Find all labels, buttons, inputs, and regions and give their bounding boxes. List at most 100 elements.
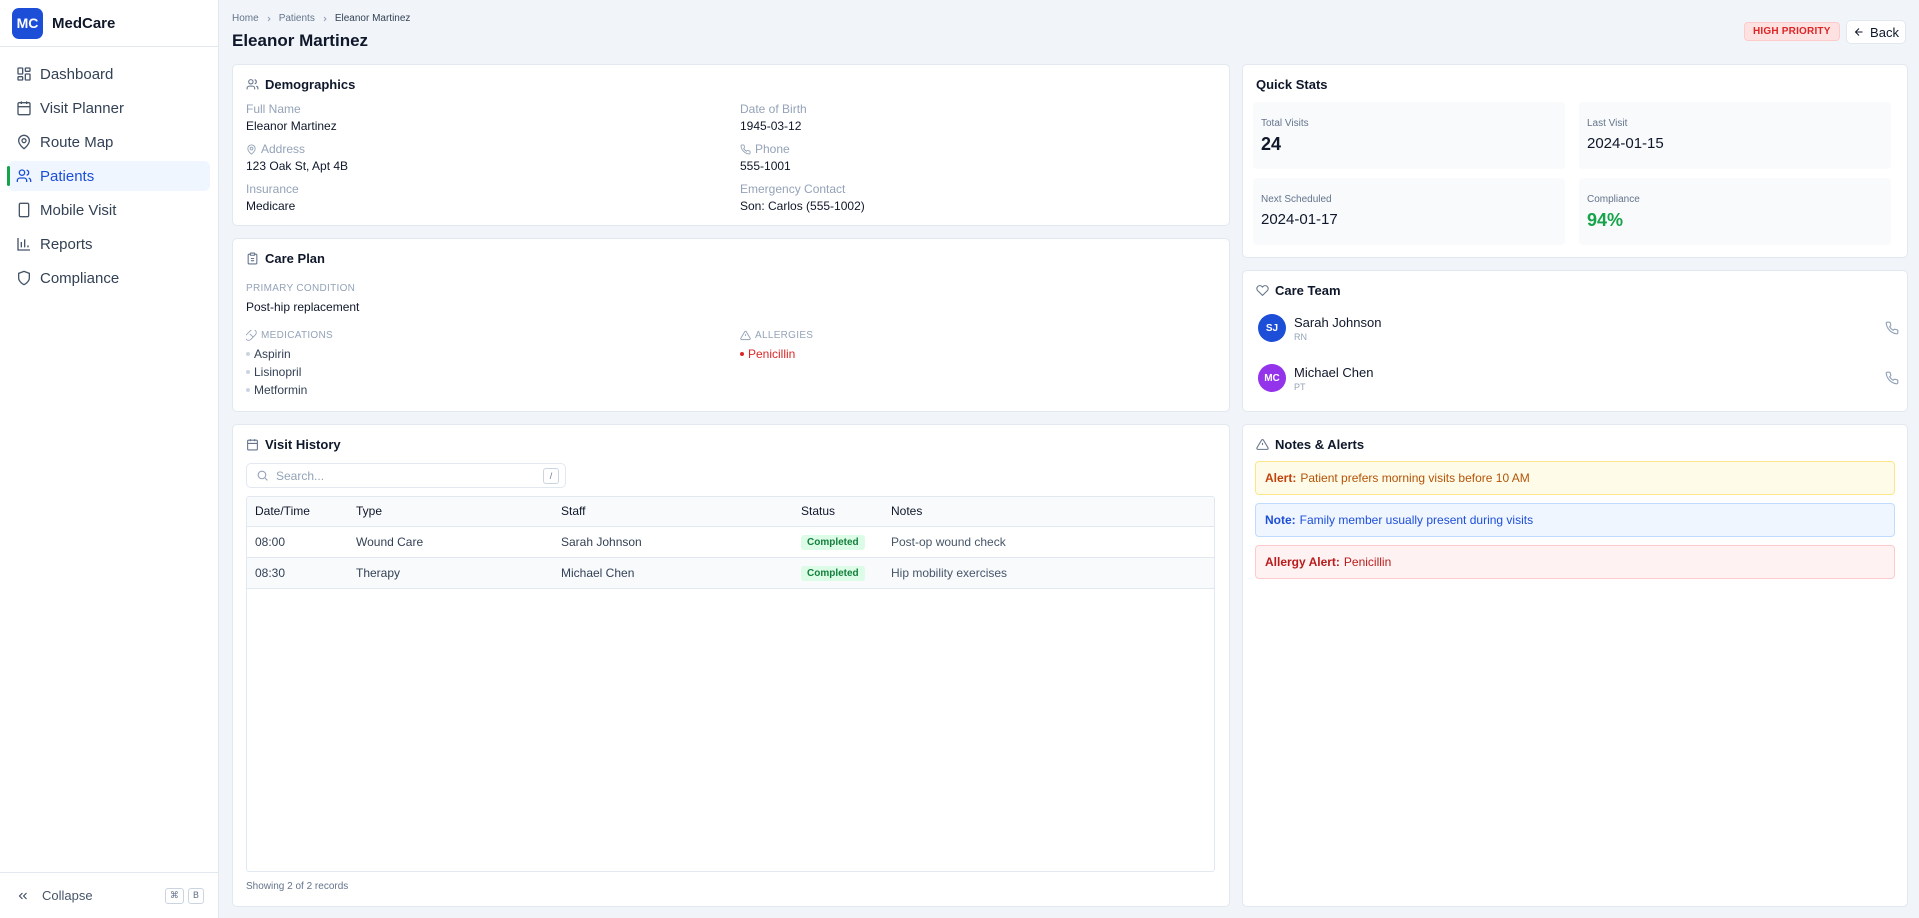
cell-notes: Hip mobility exercises [883, 557, 1214, 589]
phone-field: Phone 555-1001 [740, 142, 791, 173]
sidebar-item-patients[interactable]: Patients [7, 161, 210, 191]
primary-condition-label: PRIMARY CONDITION [246, 283, 356, 294]
care-plan-card: Care Plan PRIMARY CONDITION Post-hip rep… [232, 238, 1230, 412]
column-header[interactable]: Notes [883, 497, 1214, 527]
medications-label-text: MEDICATIONS [261, 330, 334, 341]
field-value: Medicare [246, 199, 296, 213]
chevrons-left-icon [18, 892, 27, 899]
column-header[interactable]: Date/Time [247, 497, 348, 527]
collapse-button[interactable]: Collapse ⌘ B [0, 872, 219, 918]
sidebar: MC MedCare Dashboard Visit Planner Route… [0, 0, 219, 918]
stat-next-scheduled: Next Scheduled 2024-01-17 [1253, 178, 1565, 245]
visit-history-title: Visit History [246, 437, 341, 452]
list-item: Aspirin [246, 345, 333, 363]
bullet-dot [740, 352, 744, 356]
field-label: Insurance [246, 182, 299, 196]
breadcrumb-patients[interactable]: Patients [278, 13, 315, 24]
medication-name: Aspirin [254, 347, 291, 361]
medications-label: MEDICATIONS [246, 330, 333, 341]
stat-last-visit: Last Visit 2024-01-15 [1579, 102, 1891, 169]
sidebar-item-route-map[interactable]: Route Map [8, 127, 210, 157]
sidebar-item-mobile-visit[interactable]: Mobile Visit [8, 195, 210, 225]
cell-staff: Sarah Johnson [553, 526, 793, 558]
column-header[interactable]: Status [793, 497, 883, 527]
brand-name: MedCare [52, 14, 116, 32]
back-label: Back [1870, 24, 1899, 40]
layout-grid-icon [17, 67, 31, 81]
brand-logo: MC [12, 7, 43, 39]
sidebar-item-reports[interactable]: Reports [8, 229, 210, 259]
brand[interactable]: MC MedCare [0, 0, 218, 47]
field-label: Full Name [246, 102, 301, 116]
status-badge: Completed [801, 534, 865, 550]
calendar-icon [247, 439, 258, 451]
medications-list: Aspirin Lisinopril Metformin [246, 345, 333, 399]
member-name: Sarah Johnson [1294, 314, 1382, 330]
allergies-section: ALLERGIES Penicillin [740, 330, 813, 363]
bullet-dot [246, 388, 250, 392]
care-team-card: Care Team SJ Sarah Johnson RN MC Michael… [1242, 270, 1908, 412]
emergency-contact-field: Emergency Contact Son: Carlos (555-1002) [740, 182, 865, 213]
collapse-shortcut: ⌘ B [164, 887, 204, 904]
field-label: Address [246, 142, 348, 156]
care-team-member[interactable]: SJ Sarah Johnson RN [1258, 311, 1905, 345]
kbd-key: B [187, 887, 204, 904]
search-shortcut: / [543, 467, 559, 484]
field-value: 123 Oak St, Apt 4B [246, 159, 349, 173]
full-name-field: Full Name Eleanor Martinez [246, 102, 337, 133]
phone-icon[interactable] [1885, 371, 1899, 385]
list-item: Penicillin [740, 345, 813, 363]
column-header[interactable]: Staff [553, 497, 793, 527]
card-title-text: Notes & Alerts [1275, 437, 1365, 452]
search-icon [257, 470, 268, 481]
column-header[interactable]: Type [348, 497, 553, 527]
allergies-label: ALLERGIES [740, 330, 813, 341]
breadcrumb-home[interactable]: Home [232, 13, 259, 24]
search-input[interactable] [276, 468, 543, 483]
field-label-text: Phone [755, 142, 790, 156]
cell-notes: Post-op wound check [883, 526, 1214, 558]
kbd-key: ⌘ [164, 887, 184, 904]
note-item: Note: Family member usually present duri… [1255, 503, 1895, 537]
primary-condition: PRIMARY CONDITION Post-hip replacement [246, 283, 359, 314]
member-info: Michael Chen PT [1294, 365, 1374, 392]
cell-type: Wound Care [348, 526, 553, 558]
card-title-text: Demographics [265, 77, 356, 92]
member-role: PT [1294, 381, 1306, 392]
demographics-title: Demographics [246, 77, 355, 92]
cell-status: Completed [793, 557, 883, 589]
cell-staff: Michael Chen [553, 557, 793, 589]
cell-time: 08:00 [247, 526, 348, 558]
field-label: Date of Birth [740, 102, 807, 116]
cell-time: 08:30 [247, 557, 348, 589]
stat-value: 2024-01-15 [1587, 135, 1664, 152]
field-value: Eleanor Martinez [246, 119, 337, 133]
primary-condition-value: Post-hip replacement [246, 300, 360, 314]
table-row[interactable]: 08:30 Therapy Michael Chen Completed Hip… [247, 557, 1214, 589]
insurance-field: Insurance Medicare [246, 182, 299, 213]
sidebar-item-compliance[interactable]: Compliance [8, 263, 210, 293]
alert-triangle-icon [1256, 439, 1269, 450]
back-button[interactable]: Back [1846, 20, 1906, 44]
medication-name: Metformin [254, 383, 308, 397]
table-row[interactable]: 08:00 Wound Care Sarah Johnson Completed… [247, 526, 1214, 558]
arrow-left-icon [1854, 28, 1863, 36]
care-team-member[interactable]: MC Michael Chen PT [1258, 361, 1905, 395]
breadcrumb-current: Eleanor Martinez [334, 13, 411, 24]
alert-text: Family member usually present during vis… [1299, 513, 1534, 527]
card-title-text: Care Plan [265, 251, 325, 266]
care-team-title: Care Team [1256, 283, 1341, 298]
field-label: Phone [740, 142, 791, 156]
phone-icon [740, 143, 751, 154]
calendar-icon [17, 101, 31, 116]
field-label-text: Address [261, 142, 306, 156]
stat-label: Last Visit [1587, 118, 1628, 129]
care-plan-title: Care Plan [246, 251, 325, 266]
stat-label: Next Scheduled [1261, 194, 1332, 205]
allergies-label-text: ALLERGIES [755, 330, 814, 341]
phone-icon[interactable] [1885, 321, 1899, 335]
alert-label: Note: [1265, 513, 1296, 527]
demographics-card: Demographics Full Name Eleanor Martinez … [232, 64, 1230, 226]
sidebar-item-dashboard[interactable]: Dashboard [8, 59, 210, 89]
sidebar-item-visit-planner[interactable]: Visit Planner [8, 93, 210, 123]
